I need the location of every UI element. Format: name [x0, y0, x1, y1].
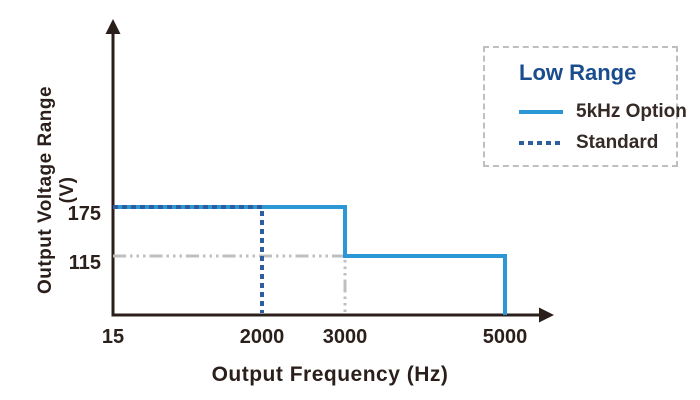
- dashed-line-swatch: [519, 141, 563, 145]
- x-axis-title: Output Frequency (Hz): [211, 363, 449, 386]
- legend-label-5khz-option: 5kHz Option: [576, 101, 687, 122]
- series-5khz-option: [113, 205, 507, 315]
- x-tick-label: 5000: [483, 326, 528, 348]
- guide-line-115v: [113, 254, 347, 313]
- y-tick-label: 115: [69, 252, 101, 274]
- y-axis-title: Output Voltage Range (V): [35, 85, 78, 295]
- legend-title: Low Range: [519, 60, 637, 85]
- y-tick-label: 175: [68, 203, 101, 225]
- series-standard: [113, 205, 264, 313]
- x-tick-label: 3000: [323, 326, 368, 348]
- legend-item-standard: Standard: [519, 132, 676, 153]
- legend-label-standard: Standard: [576, 132, 659, 153]
- legend-box: Low Range 5kHz Option Standard: [483, 46, 687, 167]
- x-tick-label: 15: [102, 326, 124, 348]
- x-tick-label: 2000: [240, 326, 285, 348]
- solid-line-swatch: [519, 110, 563, 114]
- y-axis-arrow-icon: [105, 19, 121, 34]
- legend-item-5khz-option: 5kHz Option: [519, 101, 687, 122]
- x-axis-arrow-icon: [539, 307, 554, 323]
